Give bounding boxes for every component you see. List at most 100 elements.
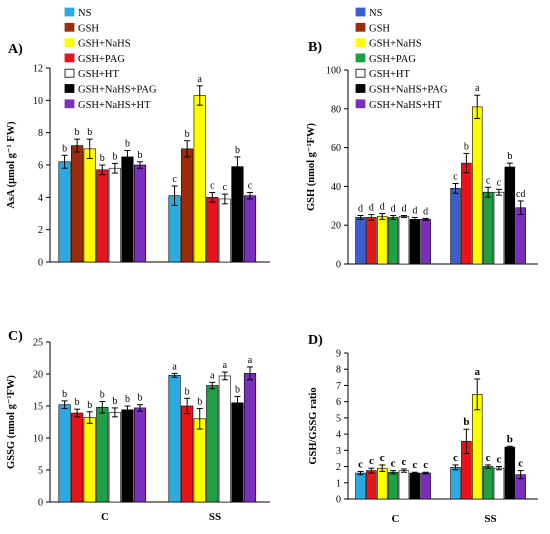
bar [420, 472, 431, 500]
significance-letter: a [198, 74, 203, 85]
bar [181, 148, 194, 263]
bar [398, 216, 410, 265]
bar [493, 467, 505, 500]
significance-letter: c [210, 180, 215, 191]
legend-swatch [355, 38, 366, 47]
legend-label: NS [369, 8, 383, 19]
significance-letter: c [453, 171, 458, 182]
panel-label: B) [308, 40, 322, 55]
y-tick-label: 0 [336, 495, 341, 506]
bar [133, 164, 147, 263]
significance-letter: c [497, 454, 502, 466]
significance-letter: b [463, 416, 469, 428]
bar [461, 162, 472, 265]
category-label: SS [484, 513, 496, 525]
legend-swatch [64, 53, 75, 63]
bar [482, 466, 494, 500]
significance-letter: b [185, 386, 190, 397]
significance-letter: a [248, 355, 253, 366]
significance-letter: b [75, 397, 80, 408]
legend-label: NS [78, 8, 92, 19]
panel-label: D) [308, 333, 323, 348]
significance-letter: c [358, 458, 363, 470]
significance-letter: b [235, 384, 240, 395]
bar [71, 145, 84, 263]
significance-letter: b [100, 153, 105, 164]
legend-label: GSH+HT [369, 69, 411, 80]
significance-letter: b [112, 396, 117, 407]
y-tick-label: 5 [38, 466, 43, 477]
bar [409, 219, 421, 265]
y-tick-label: 2 [38, 225, 43, 236]
bar [193, 95, 206, 263]
significance-letter: b [100, 390, 105, 401]
legend-label: GSH+NaHS+HT [78, 100, 151, 111]
y-tick-label: 0 [38, 498, 43, 509]
legend-label: GSH [78, 23, 99, 34]
legend-swatch [355, 7, 366, 17]
significance-letter: c [486, 175, 491, 186]
significance-letter: c [412, 459, 417, 471]
y-axis-label: GSH/GSSG ratio [308, 387, 319, 464]
significance-letter: c [497, 177, 502, 188]
bar [515, 207, 526, 265]
significance-letter: a [475, 83, 480, 94]
y-tick-label: 10 [33, 434, 43, 445]
bar [58, 404, 71, 503]
bar [231, 402, 244, 503]
legend-swatch [64, 99, 75, 109]
bar [218, 198, 231, 263]
legend-label: GSH+NaHS+HT [369, 100, 442, 111]
bar [482, 191, 494, 265]
bar [58, 161, 71, 263]
bar [206, 197, 219, 263]
bar [96, 169, 109, 263]
significance-letter: c [391, 458, 396, 470]
bar [108, 167, 121, 263]
bar [96, 406, 109, 503]
legend-label: GSH+NaHS+PAG [78, 85, 157, 96]
y-tick-label: 3 [336, 446, 341, 457]
y-tick-label: 0 [38, 258, 43, 269]
y-tick-label: 1 [336, 478, 341, 489]
legend-label: GSH+HT [78, 69, 120, 80]
bar [366, 217, 377, 265]
panel-label: C) [8, 329, 23, 344]
significance-letter: a [474, 366, 480, 378]
y-tick-label: 7 [336, 381, 341, 392]
significance-letter: d [423, 206, 428, 217]
y-tick-label: 25 [33, 338, 43, 349]
significance-letter: d [369, 203, 374, 214]
significance-letter: b [62, 389, 67, 400]
bar [409, 472, 421, 500]
bar [450, 188, 461, 265]
significance-letter: b [138, 393, 143, 404]
legend-panel-b: NS GSH GSH+NaHS GSH+PAG GSH+HT GSH+NaHS+PAG GS… [355, 7, 448, 111]
y-tick-label: 8 [38, 128, 43, 139]
y-tick-label: 40 [331, 182, 341, 193]
significance-letter: b [62, 143, 67, 154]
y-tick-label: 8 [336, 365, 341, 376]
bar [355, 472, 366, 500]
bar [355, 217, 366, 265]
y-tick-label: 12 [33, 64, 43, 75]
bar [387, 217, 399, 265]
significance-letter: c [518, 458, 523, 470]
significance-letter: b [507, 433, 513, 445]
significance-letter: b [235, 145, 240, 156]
bar [218, 375, 231, 503]
y-tick-label: 10 [33, 96, 43, 107]
y-tick-label: 5 [336, 413, 341, 424]
bar [377, 467, 388, 500]
legend-swatch [64, 7, 75, 17]
significance-letter: b [87, 400, 92, 411]
bar [71, 412, 84, 503]
significance-letter: c [380, 452, 385, 464]
significance-letter: d [412, 205, 417, 216]
y-tick-label: 4 [336, 430, 341, 441]
significance-letter: c [402, 456, 407, 468]
y-axis-label: GSSG (nmol g⁻¹FW) [6, 375, 17, 469]
